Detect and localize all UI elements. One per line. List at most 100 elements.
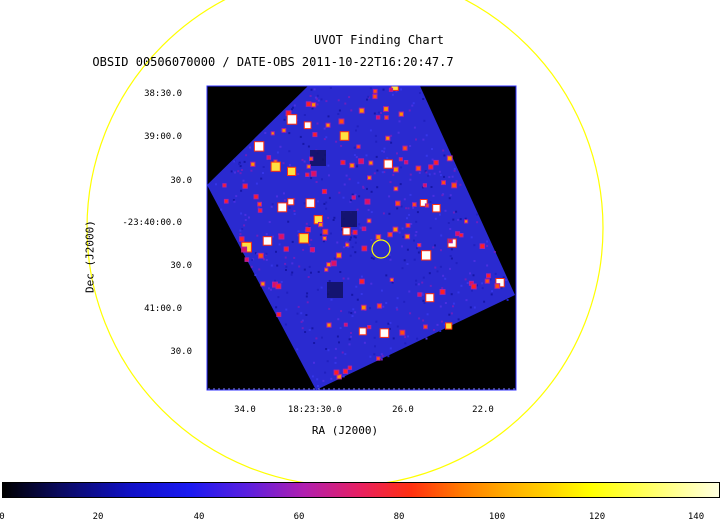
noise-pixel — [428, 272, 431, 275]
noise-pixel — [431, 158, 434, 161]
noise-pixel — [347, 277, 350, 280]
noise-pixel — [320, 98, 323, 101]
noise-pixel — [256, 234, 259, 237]
noise-pixel — [375, 140, 378, 143]
star-source — [398, 111, 404, 117]
noise-pixel — [453, 167, 456, 170]
noise-pixel — [239, 172, 242, 175]
star-source — [351, 195, 356, 200]
noise-pixel — [369, 355, 372, 358]
noise-pixel — [317, 99, 320, 102]
star-source — [305, 198, 316, 208]
noise-pixel — [375, 155, 378, 158]
dec-tick-label: 39:00.0 — [144, 132, 182, 142]
noise-pixel — [356, 208, 359, 211]
noise-pixel — [433, 172, 436, 175]
noise-pixel — [419, 92, 421, 94]
noise-pixel — [271, 235, 274, 238]
noise-pixel — [443, 175, 445, 178]
noise-pixel — [268, 287, 270, 290]
noise-pixel — [337, 99, 340, 102]
noise-pixel — [353, 146, 356, 149]
noise-pixel — [453, 169, 456, 172]
star-source — [405, 223, 411, 228]
star-source — [257, 252, 264, 259]
star-source — [368, 160, 374, 166]
noise-pixel — [330, 298, 333, 301]
colorbar-tick-label: 120 — [588, 512, 606, 522]
noise-pixel — [404, 336, 407, 339]
noise-pixel — [316, 103, 319, 106]
noise-pixel — [323, 138, 326, 141]
noise-pixel — [240, 169, 243, 171]
noise-pixel — [370, 211, 373, 214]
noise-pixel — [354, 241, 357, 244]
star-source — [281, 128, 287, 133]
noise-pixel — [425, 337, 428, 340]
noise-pixel — [505, 279, 508, 282]
noise-pixel — [486, 240, 489, 243]
noise-pixel — [409, 193, 412, 196]
noise-pixel — [329, 232, 332, 235]
noise-pixel — [398, 120, 401, 123]
noise-pixel — [416, 247, 418, 250]
noise-pixel — [448, 176, 451, 179]
noise-pixel — [402, 235, 405, 238]
noise-pixel — [262, 172, 264, 174]
noise-pixel — [355, 285, 358, 288]
star-source — [423, 324, 428, 330]
noise-pixel — [249, 146, 251, 149]
noise-pixel — [457, 291, 460, 294]
noise-pixel — [369, 129, 372, 132]
noise-pixel — [308, 243, 311, 246]
noise-pixel — [323, 127, 326, 130]
noise-pixel — [311, 327, 314, 330]
star-source — [340, 159, 346, 166]
noise-pixel — [303, 202, 306, 205]
noise-pixel — [441, 194, 444, 197]
noise-pixel — [452, 302, 455, 305]
noise-pixel — [413, 239, 415, 242]
noise-pixel — [415, 220, 418, 223]
noise-pixel — [308, 329, 311, 331]
noise-pixel — [494, 272, 497, 275]
star-source — [433, 159, 439, 166]
star-source — [415, 165, 422, 172]
noise-pixel — [412, 102, 415, 105]
noise-pixel — [470, 236, 473, 239]
colorbar-tick-label: 0 — [0, 512, 5, 522]
star-source — [441, 180, 446, 186]
noise-pixel — [436, 270, 439, 273]
noise-pixel — [338, 341, 340, 344]
noise-pixel — [381, 355, 384, 357]
star-source — [428, 164, 434, 170]
noise-pixel — [369, 87, 372, 90]
star-source — [383, 106, 389, 112]
noise-pixel — [491, 290, 494, 293]
noise-pixel — [239, 165, 242, 168]
noise-pixel — [316, 122, 319, 125]
noise-pixel — [370, 190, 373, 193]
noise-pixel — [317, 270, 320, 273]
noise-pixel — [311, 107, 314, 110]
star-source — [270, 161, 281, 172]
noise-pixel — [433, 329, 435, 331]
noise-pixel — [403, 198, 406, 201]
ra-axis-label: RA (J2000) — [311, 424, 379, 437]
noise-pixel — [415, 138, 417, 141]
noise-pixel — [342, 246, 345, 249]
noise-pixel — [325, 201, 328, 204]
noise-pixel — [325, 207, 328, 210]
noise-pixel — [305, 314, 308, 316]
noise-pixel — [430, 186, 433, 188]
star-source — [383, 159, 393, 169]
star-source — [367, 175, 372, 181]
noise-pixel — [452, 218, 455, 221]
noise-pixel — [432, 194, 435, 197]
noise-pixel — [242, 179, 245, 182]
noise-pixel — [257, 206, 260, 209]
noise-pixel — [342, 196, 345, 199]
noise-pixel — [274, 279, 276, 282]
noise-pixel — [396, 152, 398, 155]
noise-pixel — [325, 348, 328, 350]
